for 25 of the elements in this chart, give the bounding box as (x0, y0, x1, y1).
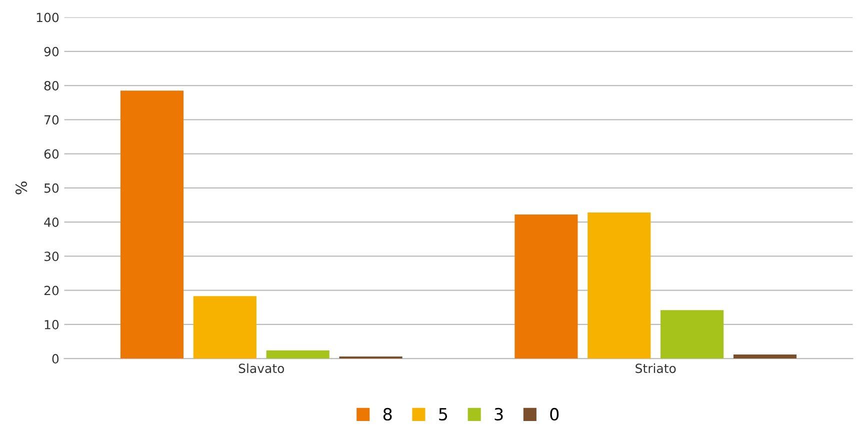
y-tick-label: 0 (52, 354, 59, 364)
y-tick-label: 70 (44, 115, 59, 125)
bar (660, 310, 724, 359)
x-tick-label: Striato (636, 363, 676, 374)
legend-label: 3 (494, 408, 503, 421)
bar (193, 296, 256, 359)
legend-label: 0 (550, 408, 559, 421)
y-tick-label: 100 (36, 12, 59, 22)
bar (733, 354, 797, 359)
legend-label: 5 (439, 408, 448, 421)
bar (588, 212, 651, 359)
y-tick-label: 80 (44, 81, 59, 90)
legend-label: 8 (383, 408, 392, 421)
bar (514, 214, 578, 359)
bar (266, 350, 330, 359)
y-tick-label: 40 (44, 218, 59, 227)
y-tick-label: 90 (44, 46, 59, 56)
y-tick-label: 30 (44, 252, 59, 262)
bar (120, 90, 184, 359)
x-tick-label: Slavato (238, 363, 284, 374)
y-tick-label: 50 (44, 183, 59, 193)
y-tick-label: 20 (44, 286, 59, 296)
y-axis-title: % (15, 182, 28, 194)
y-tick-label: 10 (44, 320, 59, 330)
y-tick-label: 60 (44, 149, 59, 159)
